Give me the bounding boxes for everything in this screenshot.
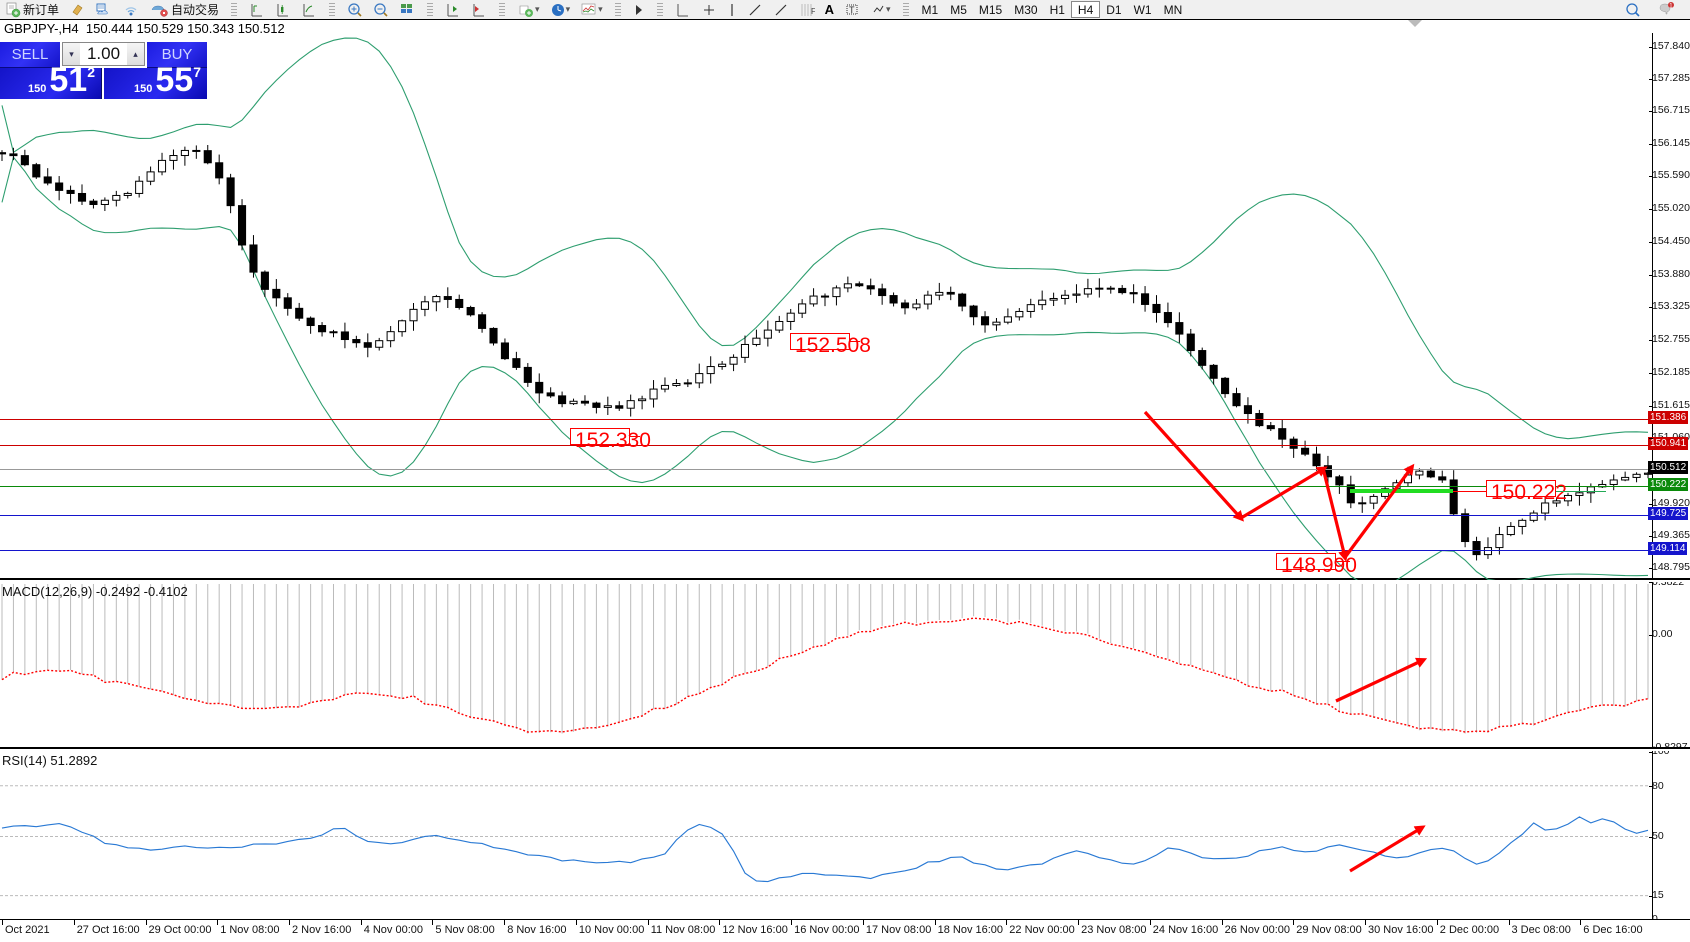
svg-text:T: T bbox=[849, 5, 855, 15]
svg-text:F: F bbox=[811, 7, 815, 16]
